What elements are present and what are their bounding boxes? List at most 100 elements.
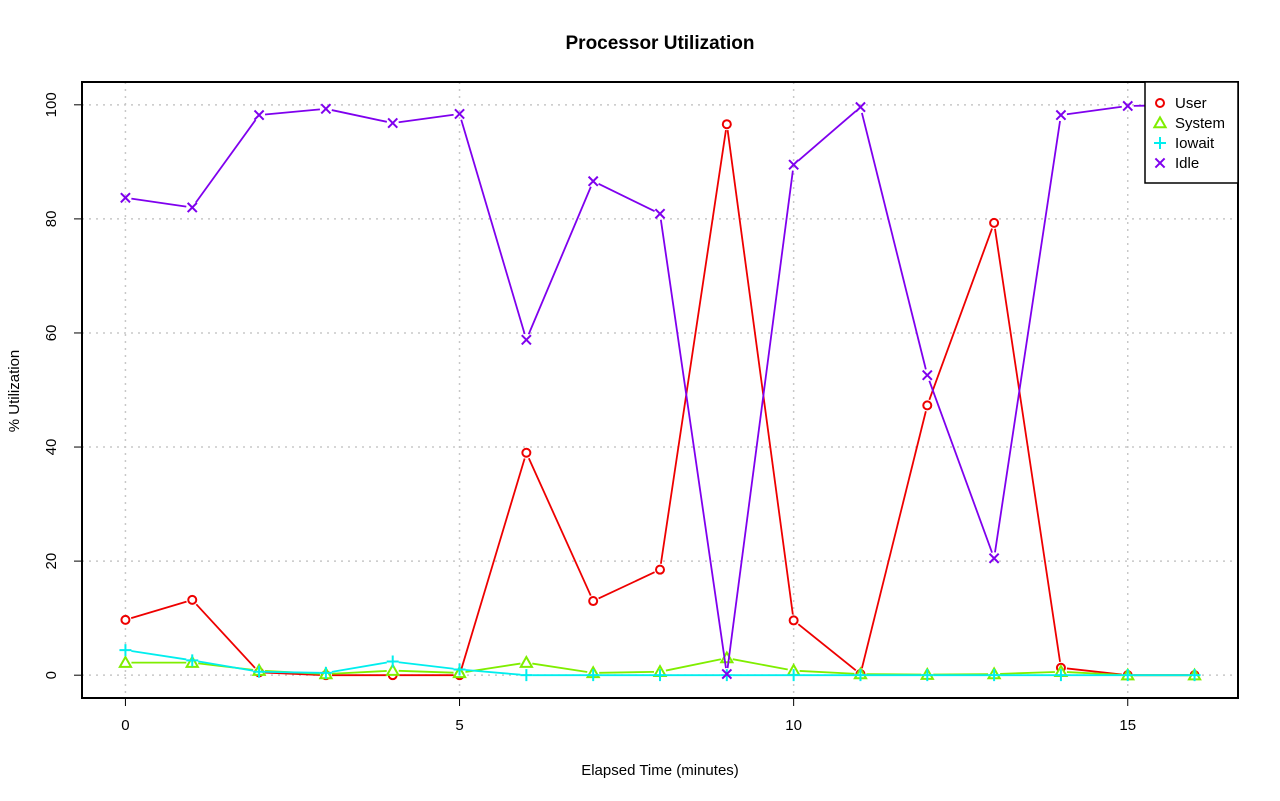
series-idle-segment [928,380,993,553]
series-iowait-point [453,663,466,676]
series-idle-segment [131,197,187,208]
series-idle-point [921,369,933,381]
series-system-point [118,655,133,668]
series-idle-segment [797,110,857,162]
series-iowait-segment [265,670,320,674]
series-iowait-point [1188,669,1201,682]
legend-marker-user [1155,98,1165,108]
series-system-point [519,655,534,668]
series-iowait-point [787,669,800,682]
series-iowait-point [186,654,199,667]
series-iowait [119,644,1201,682]
series-iowait-point [587,669,600,682]
series-idle-point [1055,109,1067,121]
series-system-segment [398,669,454,674]
x-tick-label: 0 [121,717,129,734]
series-system-segment [665,658,722,672]
series-iowait-point [1054,669,1067,682]
series-iowait-point [119,644,132,657]
series-user-segment [797,623,857,671]
series-system-segment [732,658,788,671]
series-idle-segment [195,119,257,204]
series-iowait-point [520,669,533,682]
series-idle-segment [994,120,1061,553]
series-idle-segment [598,183,655,212]
plot-frame [81,81,1239,699]
series-user-segment [660,130,727,564]
series-iowait-point [253,665,266,678]
series-idle-point [587,175,599,187]
series-user-segment [1066,667,1122,676]
series-user-segment [598,571,655,600]
y-tick-label: 100 [43,92,60,117]
y-tick-label: 20 [43,553,60,570]
y-tick-label: 0 [43,671,60,679]
series-iowait-point [854,669,867,682]
legend-label-system: System [1175,115,1225,132]
series-iowait-segment [131,650,187,661]
series-user-segment [460,458,526,670]
y-tick-label: 60 [43,325,60,342]
series-user-segment [528,457,592,596]
series-idle-point [1122,100,1134,112]
series-idle-point [788,159,799,171]
series-user-segment [861,411,927,669]
series-idle-point [387,117,399,129]
series-user-point [120,614,131,625]
series-iowait-segment [398,661,454,670]
series-user-point [187,594,198,605]
series-iowait-segment [198,660,254,672]
legend-label-iowait: Iowait [1175,135,1215,152]
legend-marker-iowait [1154,137,1166,149]
axes: 0 5 10 15 0 20 40 60 80 100 [43,92,1136,734]
series-user-point [655,564,665,575]
legend-label-idle: Idle [1175,155,1199,172]
legend-label-user: User [1175,95,1207,112]
series-user-point [922,400,933,411]
series-user-segment [265,671,320,676]
series-idle-point [654,208,666,220]
x-tick-label: 5 [455,717,463,734]
series-user-segment [994,228,1061,662]
series-user [120,119,1200,681]
legend-marker-idle [1154,157,1166,169]
series-idle-segment [331,109,388,123]
series-user-segment [195,603,256,669]
series-idle-point [454,108,465,120]
series-system-segment [599,670,655,674]
series-user-point [588,596,599,607]
series-idle [120,99,1200,680]
series-user-segment [928,228,993,401]
x-axis-label: Elapsed Time (minutes) [581,762,739,779]
x-tick-label: 15 [1119,717,1136,734]
series-iowait-point [988,669,1001,682]
series-idle-segment [527,186,592,335]
series-lines [118,99,1202,682]
series-user-segment [726,130,794,615]
series-idle-segment [398,113,454,124]
series-idle-point [521,334,532,346]
series-idle-point [320,103,332,115]
series-idle-point [253,109,265,121]
series-idle-segment [264,108,321,116]
series-system-segment [1000,671,1055,675]
series-user-point [788,615,799,626]
series-system-segment [532,662,588,673]
series-system-segment [331,670,387,675]
x-tick-label: 10 [785,717,802,734]
y-tick-label: 40 [43,439,60,456]
series-iowait-point [1121,669,1134,682]
series-idle-point [721,668,733,680]
series-user-point [989,217,1000,228]
series-iowait-segment [465,669,521,676]
series-user-point [721,119,732,130]
series-iowait-point [654,669,666,682]
series-iowait-point [386,655,399,668]
series-user-point [521,447,532,458]
series-system-point [385,663,401,676]
series-idle-segment [659,219,727,669]
series-idle-segment [861,112,927,370]
series-iowait-segment [331,661,387,673]
series-idle-point [855,101,866,113]
